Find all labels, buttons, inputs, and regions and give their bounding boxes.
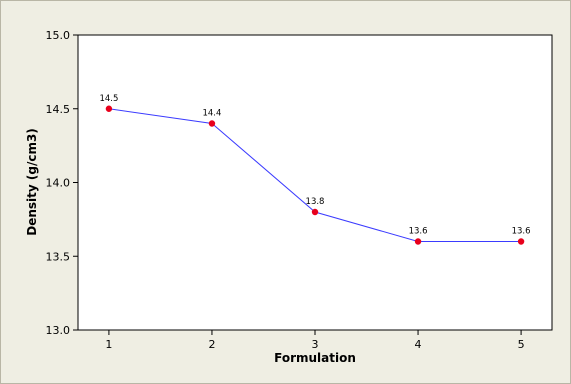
- x-tick-label: 3: [312, 338, 319, 351]
- plot-area: [77, 34, 553, 331]
- y-tick-label: 13.0: [46, 324, 71, 337]
- data-point: [414, 238, 422, 245]
- x-tick-label: 4: [415, 338, 422, 351]
- data-label: 14.5: [99, 94, 118, 104]
- series-layer: 14.5 14.4 13.8 13.6 13.6: [99, 94, 531, 245]
- x-tick-label: 5: [518, 338, 525, 351]
- data-label: 13.6: [512, 227, 531, 237]
- y-tick-label: 14.5: [46, 103, 71, 116]
- data-label: 14.4: [202, 109, 221, 119]
- data-point: [311, 208, 319, 216]
- data-point: [517, 238, 525, 245]
- x-axis: 1 2 3 4 5: [105, 330, 525, 351]
- x-tick-label: 1: [105, 338, 112, 351]
- y-axis: 13.0 13.5 14.0 14.5 15.0: [46, 29, 78, 337]
- y-tick-label: 15.0: [46, 29, 71, 42]
- y-tick-label: 14.0: [46, 177, 71, 190]
- y-tick-label: 13.5: [46, 250, 71, 263]
- data-point: [208, 120, 216, 127]
- x-tick-label: 2: [208, 338, 215, 351]
- x-axis-title: Formulation: [274, 351, 356, 365]
- data-label: 13.8: [306, 197, 325, 207]
- y-axis-title: Density (g/cm3): [25, 128, 39, 236]
- data-label: 13.6: [409, 227, 428, 237]
- data-point: [105, 105, 113, 112]
